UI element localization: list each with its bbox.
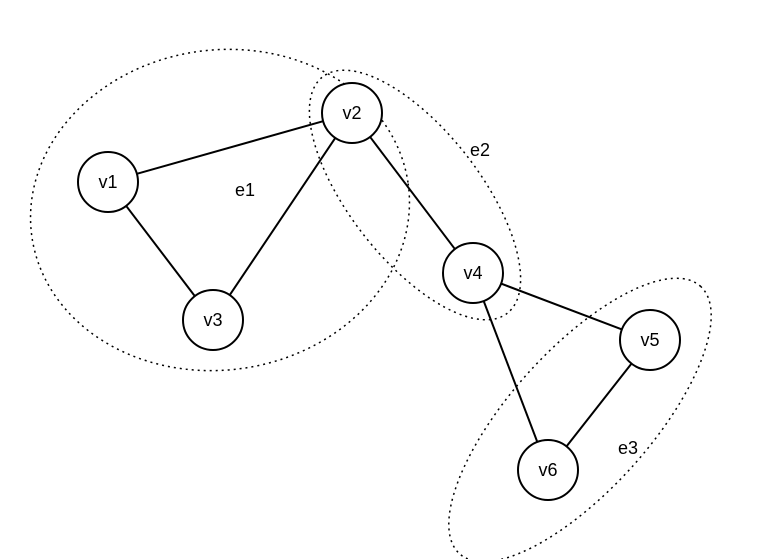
node-v1: v1: [78, 152, 138, 212]
node-label-v2: v2: [342, 103, 361, 123]
node-label-v4: v4: [463, 263, 482, 283]
edge-v2-v4: [370, 137, 455, 249]
edge-v2-v3: [230, 138, 336, 295]
node-v2: v2: [322, 83, 382, 143]
node-label-v1: v1: [98, 172, 117, 192]
edge-v5-v6: [567, 364, 632, 447]
edge-v1-v3: [126, 206, 195, 296]
hypergraph-diagram: v1 v2 v3 v4 v5 v6 e1 e2 e3: [0, 0, 779, 559]
hyperedge-label-e1: e1: [235, 180, 255, 200]
node-label-v5: v5: [640, 330, 659, 350]
node-label-v3: v3: [203, 310, 222, 330]
node-v6: v6: [518, 440, 578, 500]
edges-layer: [126, 121, 631, 446]
edge-v4-v5: [501, 284, 622, 330]
node-v4: v4: [443, 243, 503, 303]
node-v3: v3: [183, 290, 243, 350]
hyperedge-labels-layer: e1 e2 e3: [235, 140, 638, 458]
node-v5: v5: [620, 310, 680, 370]
node-label-v6: v6: [538, 460, 557, 480]
hyperedge-label-e3: e3: [618, 438, 638, 458]
hyperedge-label-e2: e2: [470, 140, 490, 160]
edge-v1-v2: [137, 121, 323, 174]
